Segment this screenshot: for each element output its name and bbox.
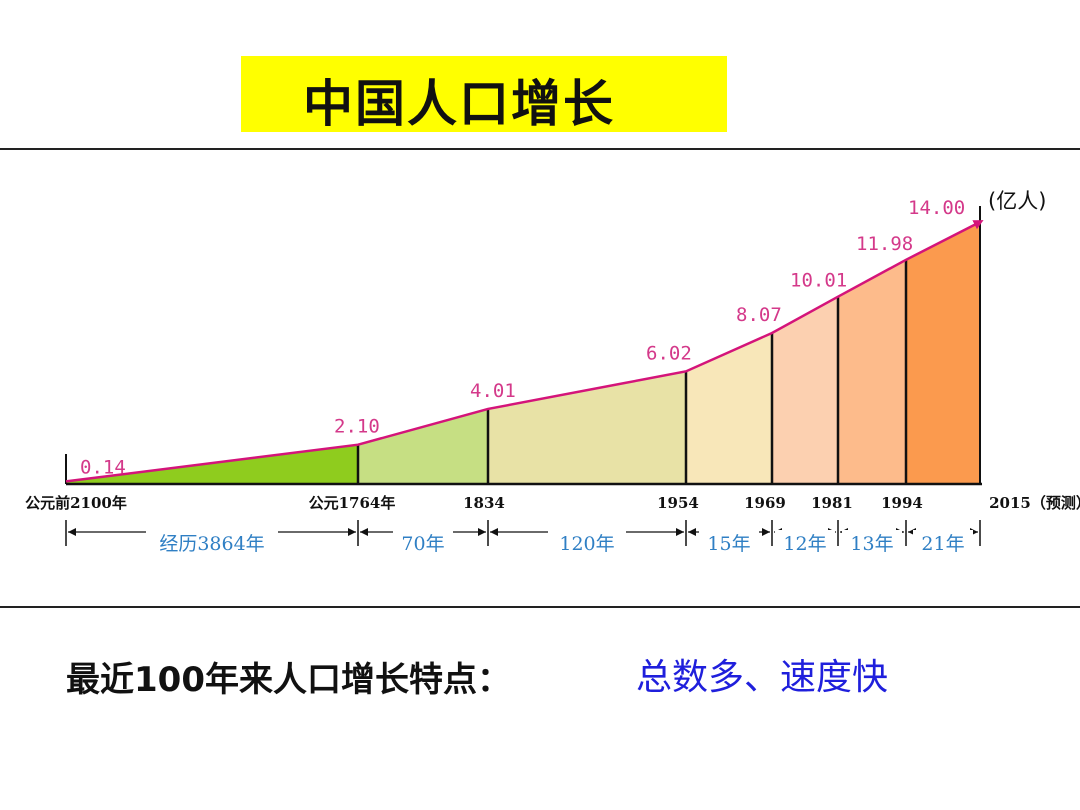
x-tick-label: 1981	[811, 494, 853, 512]
interval-label-bg	[548, 530, 626, 558]
unit-label: (亿人)	[988, 189, 1046, 213]
value-label: 0.14	[80, 456, 126, 478]
interval-label-bg	[775, 530, 835, 558]
interval-label: 70年	[401, 533, 444, 555]
interval-label-bg	[393, 530, 453, 558]
x-tick-label: 1969	[744, 494, 786, 512]
x-tick-label: 1954	[657, 494, 699, 512]
x-tick-label: 公元前2100年	[25, 494, 127, 512]
value-label: 2.10	[334, 416, 380, 438]
x-tick-label: 2015（预测）	[989, 494, 1080, 512]
interval-arrow	[762, 528, 770, 536]
interval-label-bg	[699, 530, 759, 558]
area-segment	[686, 332, 772, 484]
value-label: 8.07	[736, 304, 782, 326]
summary-label: 最近100年来人口增长特点：	[66, 660, 511, 700]
interval-arrow	[68, 528, 76, 536]
interval-arrow	[360, 528, 368, 536]
value-label: 11.98	[856, 233, 913, 255]
value-label: 6.02	[646, 342, 692, 364]
area-segment	[358, 408, 488, 484]
area-segment	[488, 371, 686, 484]
value-label: 10.01	[790, 270, 847, 292]
interval-label: 经历3864年	[159, 533, 264, 555]
interval-arrow	[348, 528, 356, 536]
value-label: 4.01	[470, 380, 516, 402]
title-box: 中国人口增长	[241, 56, 727, 133]
area-segment	[906, 222, 980, 484]
interval-label: 15年	[707, 533, 750, 555]
page-title: 中国人口增长	[303, 75, 615, 133]
interval-label: 120年	[559, 533, 614, 555]
area-segment	[772, 296, 838, 484]
top-divider	[0, 148, 1080, 150]
growth-line	[65, 220, 984, 483]
population-chart: 0.14 2.10 4.01 6.02 8.07 10.01 11.98 14.00 (亿人) 公…	[25, 189, 1080, 558]
interval-label-bg	[913, 530, 973, 558]
interval-arrow	[676, 528, 684, 536]
x-tick-label: 1834	[463, 494, 505, 512]
x-tick-label: 1994	[881, 494, 923, 512]
interval-label: 13年	[850, 533, 893, 555]
interval-arrow	[688, 528, 696, 536]
interval-label-bg	[146, 530, 278, 558]
interval-label-bg	[842, 530, 902, 558]
interval-arrow	[490, 528, 498, 536]
interval-arrow	[478, 528, 486, 536]
interval-label: 12年	[783, 533, 826, 555]
area-segment	[838, 259, 906, 484]
x-tick-label: 公元1764年	[309, 494, 396, 512]
bottom-divider	[0, 606, 1080, 608]
value-label: 14.00	[908, 197, 965, 219]
interval-label: 21年	[921, 533, 964, 555]
summary-value: 总数多、速度快	[636, 657, 889, 698]
